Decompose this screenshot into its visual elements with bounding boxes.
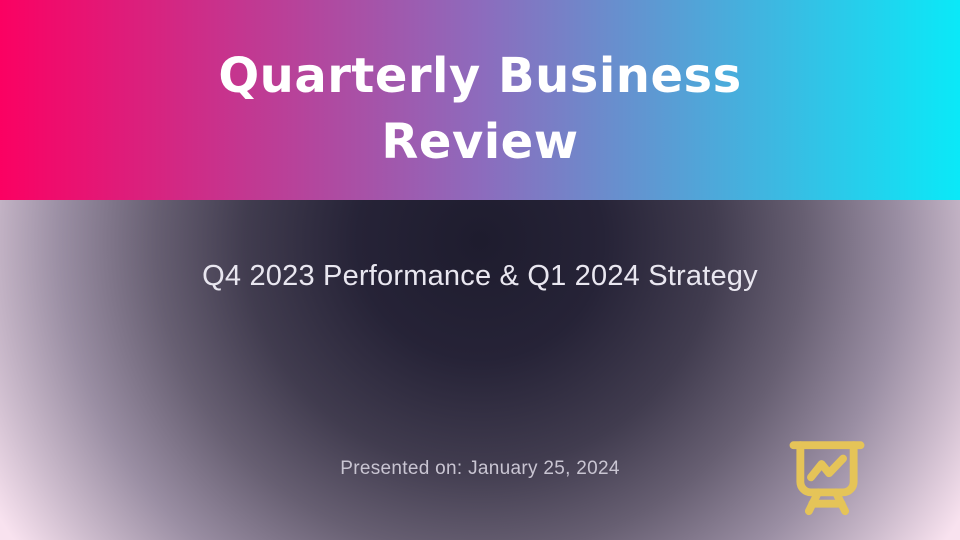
presentation-chart-icon	[784, 436, 870, 518]
title-band: Quarterly Business Review	[0, 0, 960, 200]
slide-subtitle: Q4 2023 Performance & Q1 2024 Strategy	[202, 260, 758, 292]
presented-on-text: Presented on: January 25, 2024	[340, 458, 620, 479]
page-title: Quarterly Business Review	[218, 47, 742, 170]
slide-body: Q4 2023 Performance & Q1 2024 Strategy P…	[0, 200, 960, 540]
